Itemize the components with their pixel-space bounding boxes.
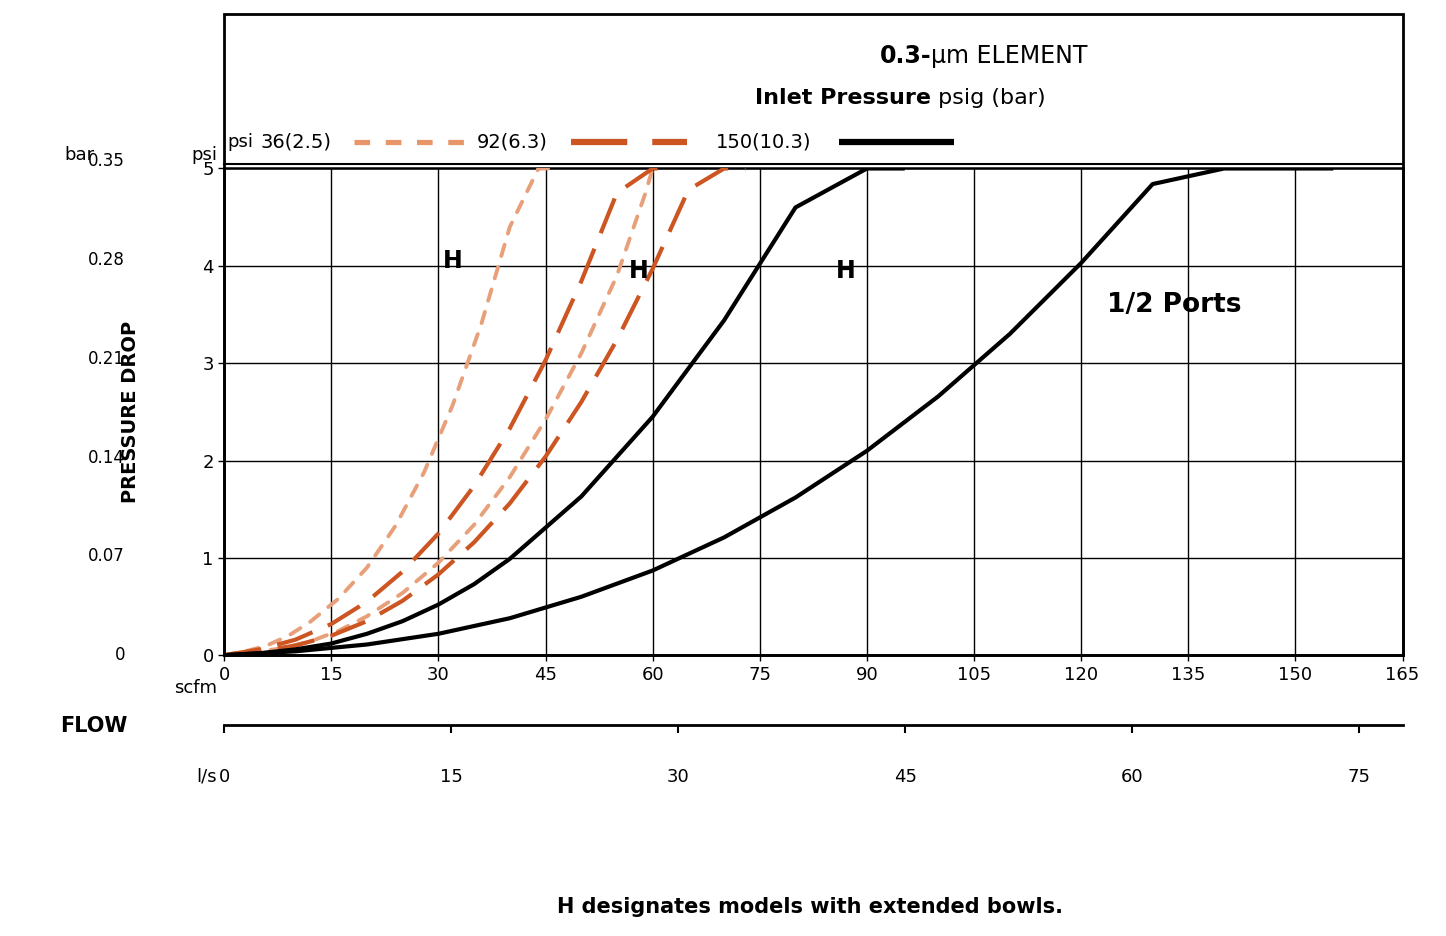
Text: 60: 60 [1121,768,1144,785]
Text: 0: 0 [114,646,124,665]
Text: 150(10.3): 150(10.3) [716,133,811,152]
Text: 36(2.5): 36(2.5) [260,133,331,152]
Text: H: H [629,258,648,283]
Text: 30: 30 [667,768,690,785]
Text: μm ELEMENT: μm ELEMENT [931,44,1087,68]
Text: 0.07: 0.07 [88,548,124,565]
Text: 15: 15 [440,768,463,785]
Text: scfm: scfm [174,679,217,696]
Text: 45: 45 [894,768,917,785]
Text: psi: psi [227,133,253,152]
Text: psi: psi [191,146,217,164]
Text: 1/2 Ports: 1/2 Ports [1106,292,1241,317]
Text: psig (bar): psig (bar) [931,88,1045,109]
Text: H: H [442,249,463,273]
Text: Inlet Pressure: Inlet Pressure [755,88,931,109]
Text: 0.21: 0.21 [88,350,124,368]
Text: 0: 0 [218,768,230,785]
Text: 0.3-: 0.3- [879,44,931,68]
Text: H designates models with extended bowls.: H designates models with extended bowls. [557,898,1063,917]
Text: 92(6.3): 92(6.3) [477,133,548,152]
Text: 0.28: 0.28 [88,251,124,269]
Text: 75: 75 [1348,768,1371,785]
Text: 0.35: 0.35 [88,152,124,170]
Text: H: H [836,258,856,283]
Text: FLOW: FLOW [61,716,127,736]
Text: l/s: l/s [197,768,217,785]
Text: bar: bar [65,146,94,164]
Text: 0.14: 0.14 [88,448,124,466]
Text: PRESSURE DROP: PRESSURE DROP [120,321,140,503]
